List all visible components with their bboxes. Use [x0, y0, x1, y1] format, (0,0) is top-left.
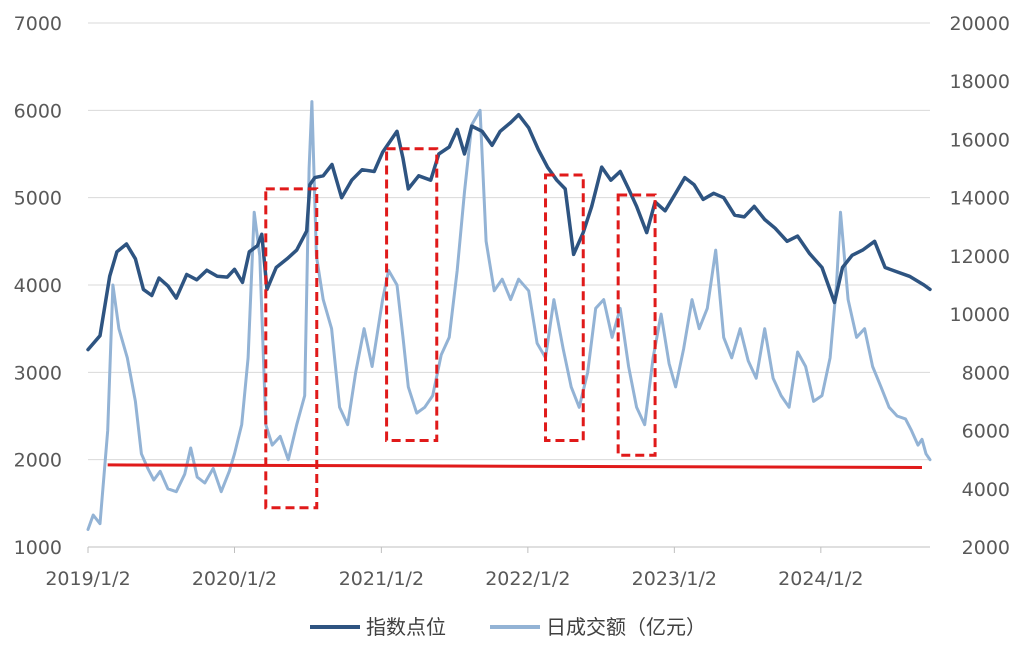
x-tick-label: 2023/1/2	[632, 568, 717, 590]
right-tick-label: 10000	[950, 304, 1010, 326]
left-tick-label: 3000	[14, 362, 62, 384]
x-axis: 2019/1/2 2020/1/2 2021/1/2 2022/1/2 2023/1/2…	[45, 547, 864, 590]
legend-label-volume: 日成交额（亿元）	[546, 615, 706, 639]
series-index-line	[86, 112, 932, 352]
x-tick-label: 2019/1/2	[45, 568, 130, 590]
right-tick-label: 12000	[950, 246, 1010, 268]
x-tick-label: 2021/1/2	[339, 568, 424, 590]
highlight-box	[385, 147, 439, 442]
legend: 指数点位 日成交额（亿元）	[310, 615, 706, 639]
left-tick-label: 7000	[14, 13, 62, 35]
right-tick-label: 16000	[950, 129, 1010, 151]
left-tick-label: 5000	[14, 188, 62, 210]
series-volume-line	[86, 100, 932, 531]
left-y-axis: 1000 2000 3000 4000 5000 6000 7000	[14, 13, 62, 559]
right-tick-label: 8000	[962, 362, 1010, 384]
right-tick-label: 2000	[962, 537, 1010, 559]
right-tick-label: 14000	[950, 188, 1010, 210]
highlight-box	[264, 187, 319, 510]
right-tick-label: 6000	[962, 421, 1010, 443]
right-y-axis: 2000 4000 6000 8000 10000 12000 14000 16000 1800…	[950, 13, 1010, 559]
highlight-box	[544, 173, 585, 442]
left-tick-label: 1000	[14, 537, 62, 559]
x-tick-label: 2020/1/2	[192, 568, 277, 590]
x-tick-label: 2024/1/2	[778, 568, 863, 590]
x-tick-label: 2022/1/2	[485, 568, 570, 590]
highlight-box	[616, 193, 657, 457]
left-tick-label: 2000	[14, 450, 62, 472]
left-tick-label: 6000	[14, 100, 62, 122]
legend-label-index: 指数点位	[366, 615, 446, 639]
series-layer	[86, 100, 932, 531]
support-line	[107, 463, 922, 470]
gridlines	[88, 22, 930, 461]
right-tick-label: 20000	[950, 13, 1010, 35]
annotation-layer	[107, 147, 922, 510]
right-tick-label: 18000	[950, 71, 1010, 93]
left-tick-label: 4000	[14, 275, 62, 297]
right-tick-label: 4000	[962, 479, 1010, 501]
